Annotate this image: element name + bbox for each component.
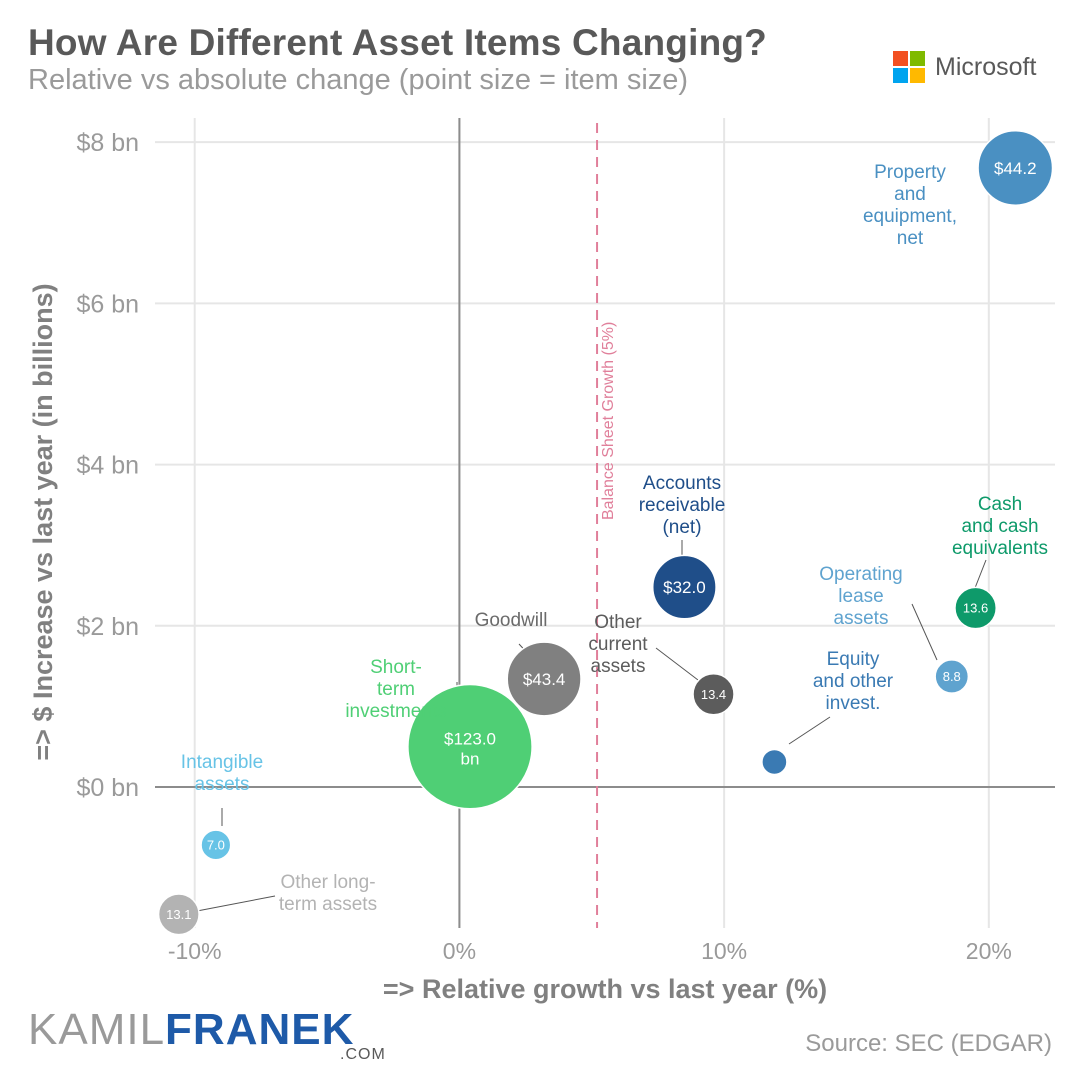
point-label-line: equivalents [952, 538, 1048, 559]
y-tick-label: $4 bn [76, 452, 139, 480]
y-tick-label: $0 bn [76, 774, 139, 802]
point-label-line: and other [813, 671, 894, 692]
x-tick-label: -10% [168, 938, 222, 964]
x-axis-title: => Relative growth vs last year (%) [383, 974, 827, 1004]
chart-subtitle: Relative vs absolute change (point size … [28, 64, 689, 96]
bubble-value-label: $32.0 [663, 578, 706, 597]
point-label-line: term assets [279, 894, 377, 915]
bubble-value-label: 13.6 [963, 601, 988, 616]
y-tick-label: $2 bn [76, 613, 139, 641]
logo-square-blue [893, 68, 908, 83]
point-label-line: assets [195, 774, 250, 795]
point-label-line: Intangible [181, 752, 263, 773]
bubble-value-label: $44.2 [994, 159, 1037, 178]
logo-square-red [893, 51, 908, 66]
bubble-other-long-term-assets [157, 893, 200, 936]
data-points: $44.2 $32.0 13.6 8.8 $43.4 13.4 $123.0bn 7.0 13.… [157, 129, 1054, 936]
point-label-line: invest. [826, 693, 881, 714]
bubble-cash-and-cash-equivalents [954, 586, 997, 630]
point-label-line: receivable [639, 495, 726, 516]
point-label-line: Goodwill [475, 610, 548, 631]
bubble-value-label: 13.1 [166, 907, 191, 922]
point-label-line: Short- [370, 657, 422, 678]
logo-square-green [910, 51, 925, 66]
bubble-value-label-unit: bn [461, 750, 480, 769]
point-label-line: Accounts [643, 473, 721, 494]
bubble-value-label: 8.8 [943, 669, 961, 684]
y-tick-label: $8 bn [76, 129, 139, 157]
leader-line [655, 647, 699, 681]
bubble-intangible-assets [200, 829, 232, 861]
leader-line [911, 603, 938, 661]
leader-line [974, 559, 987, 589]
leader-line [788, 716, 831, 745]
brand-logo-part2: FRANEK [165, 1005, 355, 1054]
bubble-property-and-equipment-net [977, 129, 1054, 206]
point-label-line: assets [591, 656, 646, 677]
bubble-value-label: $123.0 [444, 730, 496, 749]
bubble-operating-lease-assets [934, 659, 970, 694]
reference-line: Balance Sheet Growth (5%) [596, 123, 617, 928]
point-label-line: and [894, 184, 926, 205]
tick-labels: -10% 0% 10% 20% $0 bn $2 bn $4 bn $6 bn $8 bn [76, 129, 1011, 964]
reference-line-label: Balance Sheet Growth (5%) [600, 322, 617, 520]
microsoft-logo-icon [893, 51, 925, 83]
bubble-short-term-investments [407, 683, 533, 810]
point-label-line: Cash [978, 494, 1022, 515]
x-tick-label: 0% [443, 938, 476, 964]
logo-square-yellow [910, 68, 925, 83]
point-label-line: equipment, [863, 206, 957, 227]
company-name: Microsoft [935, 52, 1037, 81]
point-label-line: net [897, 228, 924, 249]
point-label-line: assets [834, 608, 889, 629]
bubble-other-current-assets [692, 673, 735, 716]
y-tick-label: $6 bn [76, 290, 139, 318]
leader-line [196, 895, 276, 912]
y-axis-title: => $ Increase vs last year (in billions) [28, 283, 58, 760]
brand-logo-suffix: .COM [340, 1046, 386, 1063]
bubble-value-label: 13.4 [701, 687, 726, 702]
x-tick-label: 20% [966, 938, 1012, 964]
point-label-line: Other long- [280, 872, 375, 893]
bubble-accounts-receivable-net [651, 554, 717, 620]
point-label-line: current [588, 634, 648, 655]
point-label-line: (net) [662, 517, 701, 538]
brand-logo: KAMILFRANEK [28, 1008, 354, 1052]
point-label-line: Other [594, 612, 642, 633]
point-label-line: Equity [827, 649, 880, 670]
point-label-line: investments [345, 701, 446, 722]
label-leader-lines [196, 540, 987, 912]
bubble-goodwill [506, 641, 582, 717]
point-label-line: term [377, 679, 415, 700]
company-badge: Microsoft [893, 50, 1036, 84]
brand-logo-part1: KAMIL [28, 1005, 166, 1054]
point-label-line: Property [874, 162, 946, 183]
x-tick-label: 10% [701, 938, 747, 964]
point-label-line: lease [838, 586, 883, 607]
source-note: Source: SEC (EDGAR) [805, 1030, 1052, 1057]
point-label-line: and cash [961, 516, 1038, 537]
bubble-value-label: 7.0 [207, 838, 225, 853]
bubble-equity-and-other-invest [761, 748, 788, 776]
bubble-value-label: $43.4 [523, 670, 566, 689]
point-label-line: Operating [819, 564, 902, 585]
chart-title: How Are Different Asset Items Changing? [28, 22, 767, 63]
axis-titles: => Relative growth vs last year (%) => $ … [28, 283, 827, 1004]
